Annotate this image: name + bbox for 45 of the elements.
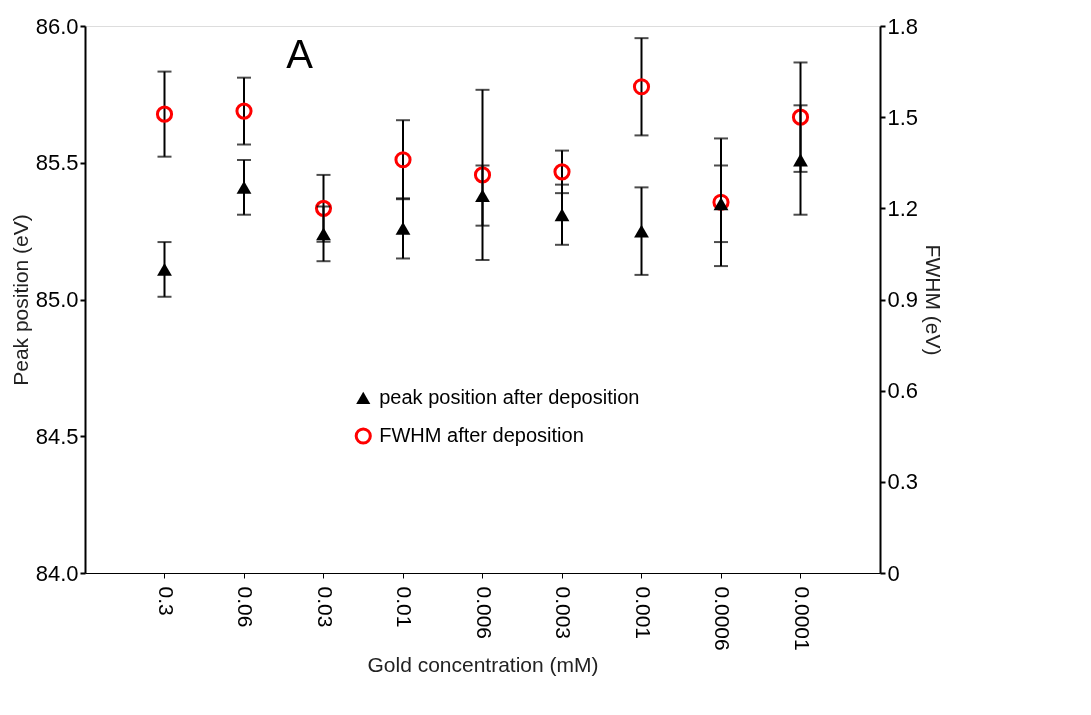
legend-label: FWHM after deposition	[379, 423, 584, 446]
point	[236, 180, 252, 194]
x-tick-label: 0.3	[154, 586, 178, 616]
x-tick-label: 0.0001	[790, 586, 814, 651]
point	[395, 221, 411, 235]
point	[157, 262, 172, 276]
point	[793, 153, 808, 167]
y2-axis-title: FWHM (eV)	[922, 244, 946, 356]
point	[634, 224, 649, 238]
point	[155, 105, 174, 123]
point	[791, 108, 810, 126]
point	[473, 166, 492, 184]
y2-tick-label: 1.8	[887, 13, 919, 39]
y-tick-label: 84.0	[35, 560, 79, 586]
point	[553, 163, 571, 181]
point	[713, 197, 729, 211]
point	[554, 208, 570, 222]
y2-tick-label: 0.3	[887, 469, 919, 495]
y-tick-label: 86.0	[35, 13, 79, 39]
x-tick-label: 0.003	[552, 586, 575, 640]
x-tick-label: 0.03	[313, 586, 337, 628]
x-tick-label: 0.01	[393, 586, 416, 628]
y2-tick-label: 1.2	[887, 195, 919, 221]
x-tick-label: 0.006	[472, 586, 496, 640]
point	[314, 199, 333, 217]
y-tick-label: 84.5	[35, 423, 79, 449]
x-axis-title: Gold concentration (mM)	[367, 652, 599, 676]
y2-tick-label: 0.9	[887, 287, 919, 312]
x-tick-label: 0.06	[234, 586, 257, 628]
point	[712, 193, 730, 211]
y-axis-title: Peak position (eV)	[8, 214, 32, 386]
annotation: A	[286, 32, 314, 76]
y2-tick-label: 1.5	[887, 104, 919, 130]
point	[394, 151, 412, 169]
point	[475, 189, 490, 202]
point	[235, 102, 253, 120]
x-tick-label: 0.001	[631, 586, 655, 640]
x-tick-label: 0.0006	[711, 586, 734, 651]
point	[632, 78, 651, 96]
y2-tick-label: 0.6	[887, 378, 919, 404]
y2-tick-label: 0	[887, 560, 900, 586]
legend-label: peak position after deposition	[379, 385, 640, 408]
y-tick-label: 85.0	[35, 287, 79, 312]
y-tick-label: 85.5	[35, 150, 79, 176]
point	[316, 227, 331, 241]
